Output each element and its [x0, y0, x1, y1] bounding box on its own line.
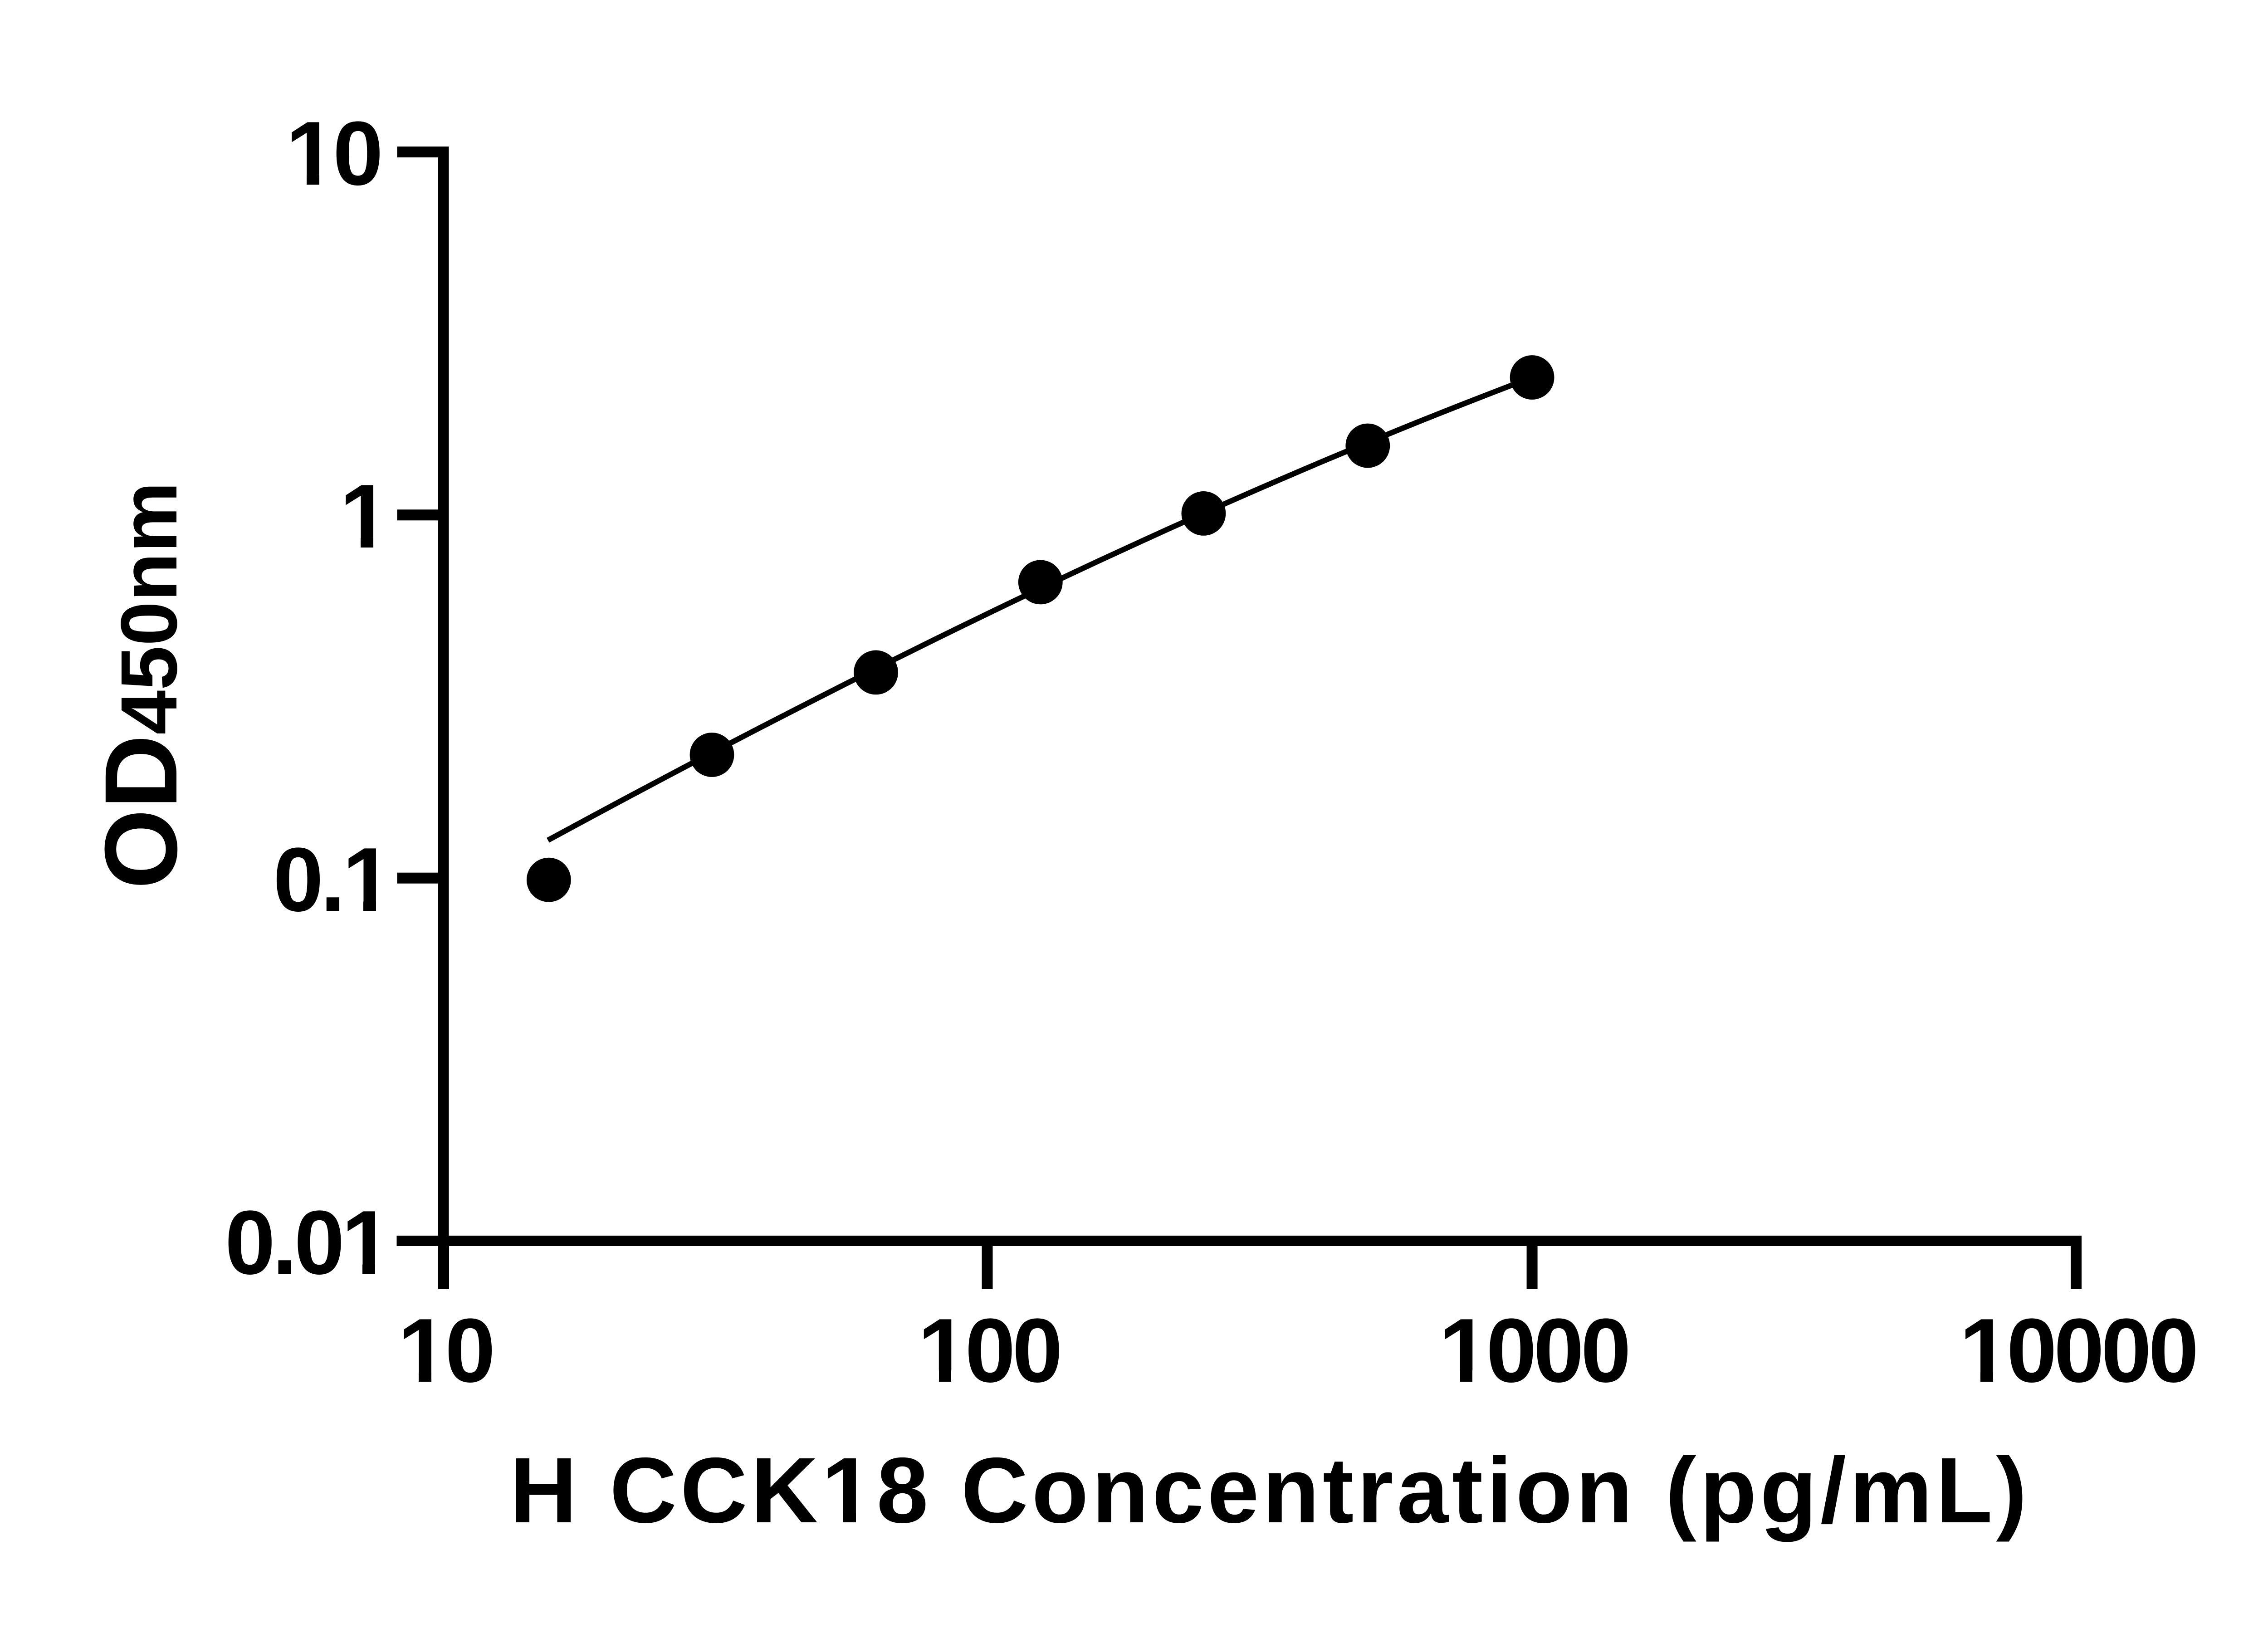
svg-text:OD450nm: OD450nm: [84, 482, 199, 889]
svg-text:10: 10: [398, 1300, 492, 1401]
svg-text:1000: 1000: [1439, 1300, 1628, 1401]
svg-text:10: 10: [286, 103, 380, 204]
svg-text:0.01: 0.01: [225, 1192, 390, 1293]
svg-text:H CCK18 Concentration (pg/mL): H CCK18 Concentration (pg/mL): [510, 1438, 2030, 1542]
svg-text:10000: 10000: [1959, 1300, 2195, 1401]
svg-text:100: 100: [918, 1300, 1060, 1401]
svg-text:0.1: 0.1: [273, 829, 391, 930]
svg-text:1: 1: [340, 466, 388, 567]
